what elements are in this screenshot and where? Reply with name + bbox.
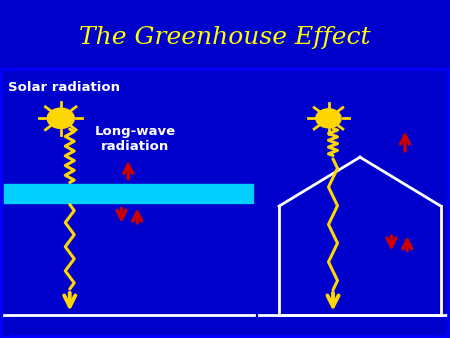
Circle shape	[316, 109, 341, 128]
Circle shape	[47, 108, 74, 128]
Text: Long-wave
radiation: Long-wave radiation	[94, 125, 176, 152]
Bar	[4, 184, 253, 203]
Text: The Greenhouse Effect: The Greenhouse Effect	[79, 26, 371, 49]
Text: Solar radiation: Solar radiation	[8, 81, 120, 94]
